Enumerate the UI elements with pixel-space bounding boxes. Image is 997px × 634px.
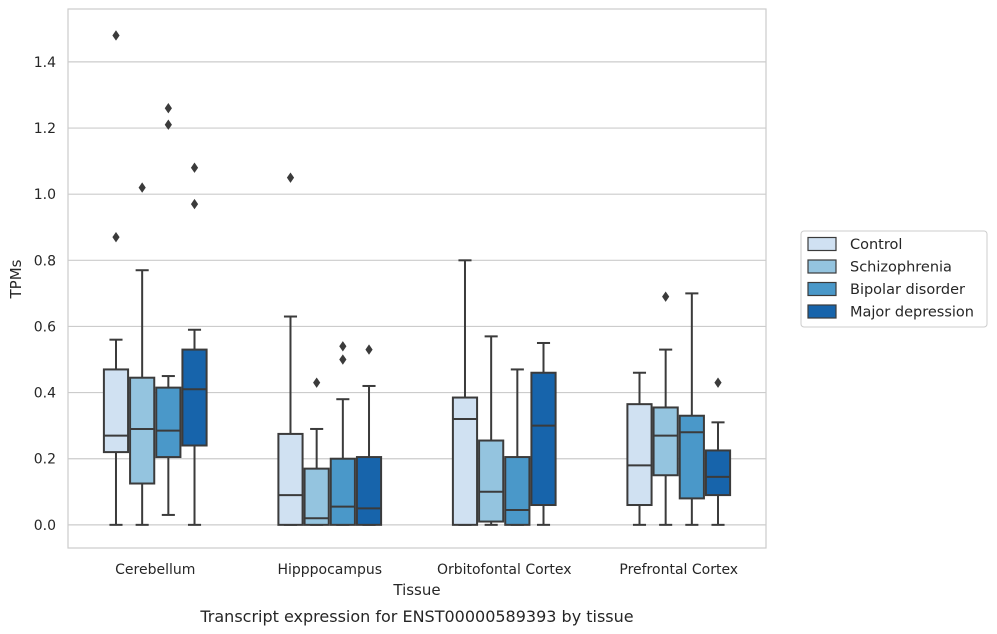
box-iqr — [277, 432, 304, 526]
x-tick-label: Cerebellum — [115, 562, 195, 578]
x-tick-label: Orbitofontal Cortex — [437, 562, 572, 578]
box-iqr — [329, 457, 356, 526]
legend-label: Major depression — [850, 305, 974, 321]
x-axis-ticks: Cerebellum Hipppocampus Orbitofontal Corte… — [115, 562, 738, 578]
box-schizophrenia — [303, 377, 330, 526]
outlier-point — [164, 119, 172, 130]
box-iqr — [355, 456, 383, 526]
y-axis-label: TPMs — [7, 259, 25, 299]
x-axis-label: Tissue — [392, 581, 440, 599]
outlier-point — [714, 377, 722, 388]
legend-swatch — [807, 236, 837, 252]
legend-label: Control — [850, 237, 902, 253]
box-iqr — [652, 406, 679, 477]
y-tick-label: 1.0 — [34, 187, 56, 203]
box-major-depression — [181, 162, 208, 526]
x-tick-label: Prefrontal Cortex — [619, 562, 738, 578]
outlier-point — [339, 341, 347, 352]
box-iqr — [129, 376, 156, 485]
box-major-depression — [530, 341, 557, 526]
box-control — [277, 172, 304, 526]
box-control — [102, 30, 130, 526]
box-control — [626, 371, 653, 526]
box-iqr — [303, 467, 330, 526]
box-schizophrenia — [652, 291, 679, 526]
legend: Control Schizophrenia Bipolar disorder Majo… — [800, 230, 988, 328]
box-bipolar-disorder — [678, 292, 705, 526]
legend-label: Bipolar disorder — [850, 282, 965, 298]
box-bipolar-disorder — [329, 341, 356, 526]
outlier-point — [190, 198, 199, 210]
box-iqr — [478, 439, 505, 523]
box-iqr — [451, 396, 479, 526]
box-schizophrenia — [129, 182, 156, 526]
y-tick-label: 1.2 — [34, 121, 56, 137]
legend-swatch — [807, 259, 837, 274]
box-iqr — [678, 414, 705, 500]
y-axis-ticks: 0.0 0.2 0.4 0.6 0.8 1.0 1.2 1.4 — [34, 55, 56, 534]
y-tick-label: 1.4 — [34, 55, 56, 71]
box-iqr — [704, 449, 732, 497]
box-iqr — [181, 348, 208, 447]
outlier-point — [365, 344, 373, 355]
box-groups — [102, 30, 732, 526]
outlier-point — [286, 172, 295, 183]
box-iqr — [530, 371, 557, 507]
box-iqr — [504, 456, 531, 526]
outlier-point — [662, 291, 670, 302]
outlier-point — [164, 103, 172, 114]
box-major-depression — [355, 344, 383, 526]
y-tick-label: 0.6 — [34, 319, 56, 335]
y-tick-label: 0.2 — [34, 452, 56, 468]
outlier-point — [112, 30, 120, 41]
legend-label: Schizophrenia — [850, 260, 952, 276]
box-iqr — [102, 368, 130, 454]
plot-area-frame — [67, 8, 767, 549]
box-iqr — [155, 386, 182, 459]
y-tick-label: 0.0 — [34, 518, 56, 534]
legend-frame — [800, 230, 988, 328]
outlier-point — [313, 377, 321, 388]
box-iqr — [626, 403, 653, 507]
outlier-point — [190, 162, 199, 173]
box-bipolar-disorder — [155, 103, 182, 516]
x-tick-label: Hipppocampus — [277, 562, 382, 578]
legend-swatch — [807, 281, 837, 297]
box-schizophrenia — [478, 335, 505, 526]
box-control — [451, 259, 479, 526]
legend-items: Control Schizophrenia Bipolar disorder Majo… — [807, 236, 974, 321]
box-bipolar-disorder — [504, 368, 531, 526]
box-major-depression — [704, 377, 732, 526]
y-tick-label: 0.4 — [34, 386, 56, 402]
y-tick-label: 0.8 — [34, 253, 56, 269]
legend-swatch — [807, 304, 837, 319]
outlier-point — [112, 231, 120, 243]
outlier-point — [339, 354, 347, 365]
chart-caption: Transcript expression for ENST0000058939… — [199, 607, 633, 626]
outlier-point — [138, 182, 146, 193]
